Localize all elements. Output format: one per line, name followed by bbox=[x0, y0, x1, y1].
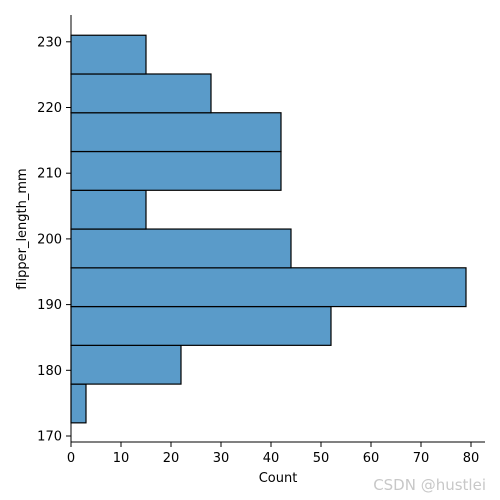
histogram-bar bbox=[70, 267, 467, 308]
y-tick-label: 200 bbox=[37, 232, 62, 247]
x-tick-label: 20 bbox=[163, 451, 180, 466]
y-axis-label: flipper_length_mm bbox=[15, 168, 30, 289]
histogram-bar bbox=[70, 150, 282, 191]
histogram-bar bbox=[70, 344, 182, 385]
x-tick-label: 30 bbox=[213, 451, 230, 466]
histogram-bar bbox=[70, 189, 147, 230]
x-tick-label: 0 bbox=[67, 451, 75, 466]
x-tick-label: 80 bbox=[463, 451, 480, 466]
x-tick-label: 70 bbox=[413, 451, 430, 466]
x-axis-ticks: 0 10 20 30 40 50 60 70 80 bbox=[67, 442, 479, 466]
y-tick-label: 170 bbox=[37, 430, 62, 445]
x-tick-label: 10 bbox=[113, 451, 130, 466]
x-axis-label: Count bbox=[259, 471, 298, 486]
y-tick-label: 180 bbox=[37, 364, 62, 379]
x-tick-label: 50 bbox=[313, 451, 330, 466]
histogram-bar bbox=[70, 305, 332, 346]
y-tick-label: 190 bbox=[37, 298, 62, 313]
watermark-text: CSDN @hustlei bbox=[373, 476, 486, 494]
y-tick-label: 210 bbox=[37, 167, 62, 182]
histogram-bar bbox=[70, 383, 87, 424]
y-axis-ticks: 170 180 190 200 210 220 230 bbox=[37, 35, 71, 445]
x-tick-label: 60 bbox=[363, 451, 380, 466]
y-tick-label: 220 bbox=[37, 101, 62, 116]
y-tick-label: 230 bbox=[37, 35, 62, 50]
histogram-bar bbox=[70, 228, 292, 269]
histogram-bar bbox=[70, 112, 282, 153]
x-tick-label: 40 bbox=[263, 451, 280, 466]
histogram-bar bbox=[70, 34, 147, 75]
bars-group bbox=[70, 34, 467, 424]
histogram-bar bbox=[70, 73, 212, 114]
